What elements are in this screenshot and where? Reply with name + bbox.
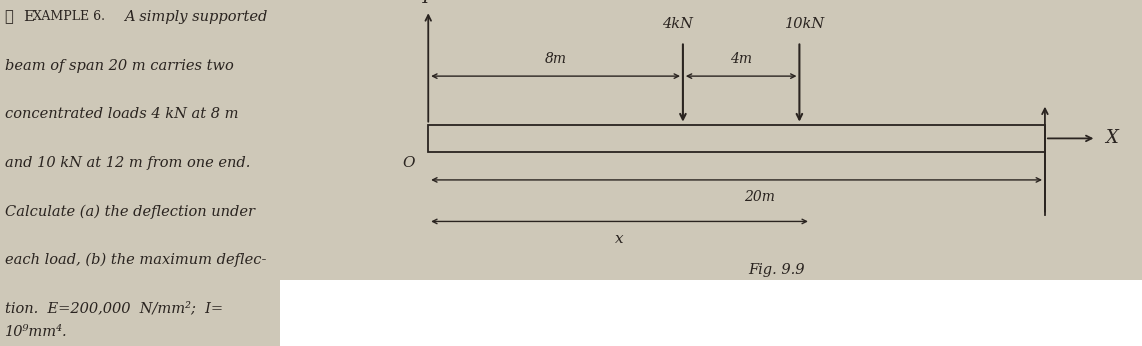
Text: each load, (b) the maximum deflec-: each load, (b) the maximum deflec- bbox=[5, 253, 266, 267]
Text: O: O bbox=[402, 156, 415, 170]
Text: beam of span 20 m carries two: beam of span 20 m carries two bbox=[5, 59, 233, 73]
Text: Fig. 9.9: Fig. 9.9 bbox=[748, 263, 805, 277]
Text: Calculate (a) the deflection under: Calculate (a) the deflection under bbox=[5, 204, 255, 219]
Text: x: x bbox=[616, 232, 624, 246]
Text: 10⁹mm⁴.: 10⁹mm⁴. bbox=[5, 325, 67, 339]
Text: 10kN: 10kN bbox=[785, 17, 826, 31]
Text: tion.  E=200,000  N/mm²;  I=: tion. E=200,000 N/mm²; I= bbox=[5, 301, 223, 315]
Text: 4m: 4m bbox=[730, 52, 753, 66]
Text: X: X bbox=[1105, 129, 1118, 147]
Text: A simply supported: A simply supported bbox=[124, 10, 268, 24]
Text: 4kN: 4kN bbox=[661, 17, 693, 31]
Text: XAMPLE 6.: XAMPLE 6. bbox=[33, 10, 113, 24]
Bar bbox=[280, 280, 1142, 346]
Text: 8m: 8m bbox=[545, 52, 566, 66]
Text: Y: Y bbox=[419, 0, 431, 7]
Text: 20m: 20m bbox=[743, 190, 775, 204]
Text: E: E bbox=[23, 10, 34, 24]
Text: ✓: ✓ bbox=[5, 10, 14, 24]
Bar bbox=[428, 125, 1045, 152]
Text: and 10 kN at 12 m from one end.: and 10 kN at 12 m from one end. bbox=[5, 156, 250, 170]
Text: concentrated loads 4 kN at 8 m: concentrated loads 4 kN at 8 m bbox=[5, 107, 238, 121]
